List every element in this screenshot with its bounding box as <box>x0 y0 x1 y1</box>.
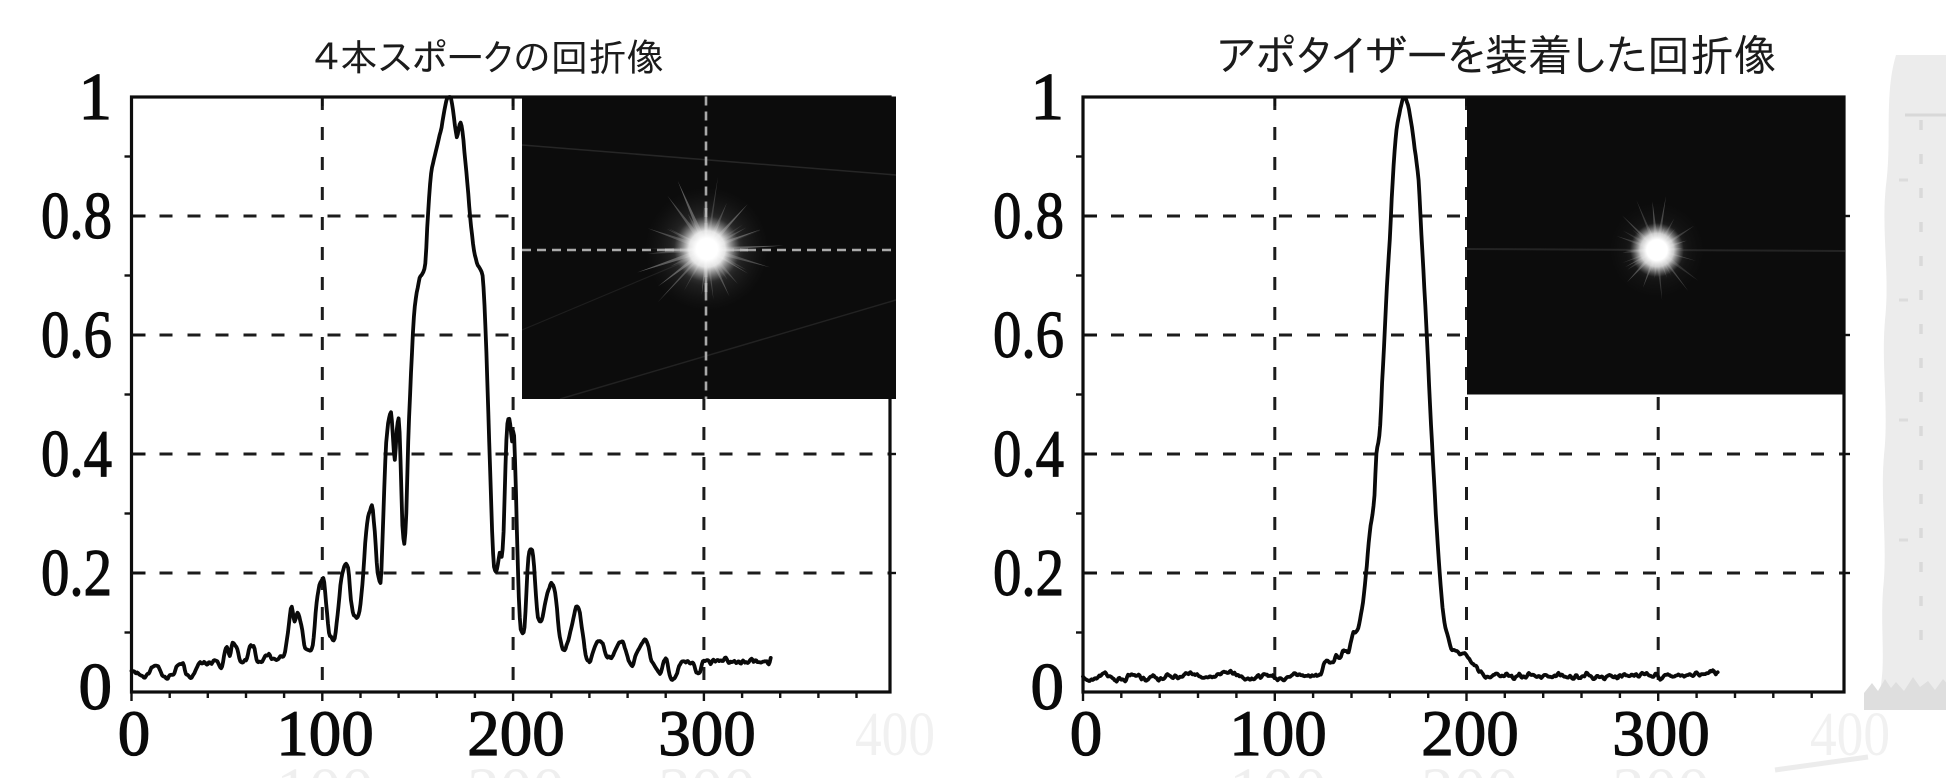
svg-text:0.4: 0.4 <box>993 417 1064 491</box>
svg-text:300: 300 <box>658 698 756 770</box>
svg-text:0.4: 0.4 <box>41 417 112 491</box>
svg-text:0.8: 0.8 <box>993 179 1064 253</box>
svg-text:200: 200 <box>467 755 565 778</box>
svg-text:0.8: 0.8 <box>41 179 112 253</box>
svg-text:0.6: 0.6 <box>993 298 1064 372</box>
svg-text:1: 1 <box>1031 60 1065 134</box>
svg-text:0.2: 0.2 <box>993 536 1064 610</box>
svg-text:0: 0 <box>79 650 113 724</box>
svg-text:100: 100 <box>1229 698 1327 770</box>
svg-text:100: 100 <box>276 698 374 770</box>
svg-text:400: 400 <box>1810 701 1890 769</box>
svg-text:300: 300 <box>1612 698 1710 770</box>
svg-text:1: 1 <box>79 60 113 134</box>
svg-text:300: 300 <box>1612 755 1710 778</box>
svg-text:0.2: 0.2 <box>41 536 112 610</box>
svg-text:200: 200 <box>467 698 565 770</box>
svg-text:0: 0 <box>1031 650 1065 724</box>
svg-text:400: 400 <box>855 701 935 769</box>
svg-text:0.6: 0.6 <box>41 298 112 372</box>
svg-text:0: 0 <box>118 698 151 770</box>
svg-text:100: 100 <box>1229 755 1327 778</box>
svg-text:200: 200 <box>1421 755 1519 778</box>
svg-text:0: 0 <box>1070 698 1103 770</box>
svg-text:200: 200 <box>1421 698 1519 770</box>
svg-text:300: 300 <box>658 755 756 778</box>
svg-text:100: 100 <box>276 755 374 778</box>
